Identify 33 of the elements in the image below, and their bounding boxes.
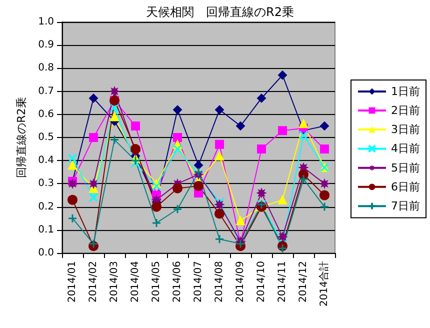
x-tick-label: 2014/08	[214, 261, 225, 303]
x-tick-label: 2014/10	[256, 261, 267, 303]
x-tick-label: 2014/06	[172, 261, 183, 303]
y-tick-label: 0.1	[38, 224, 54, 236]
y-tick-label: 0.8	[38, 62, 54, 74]
y-tick-label: 1.0	[38, 16, 54, 28]
legend-label: 3日前	[391, 123, 420, 136]
x-tick-label: 2014/04	[130, 261, 141, 303]
legend-label: 2日前	[391, 104, 420, 117]
x-tick-label: 2014/03	[109, 261, 120, 303]
y-tick-label: 0.5	[38, 132, 54, 143]
x-tick-label: 2014/12	[298, 261, 309, 303]
x-tick-label: 2014/02	[88, 261, 99, 303]
legend-label: 5日前	[391, 161, 420, 174]
y-tick-label: 0.7	[38, 86, 54, 97]
legend-label: 1日前	[391, 85, 420, 98]
x-tick-label: 2014/01	[67, 261, 78, 303]
y-tick-label: 0.9	[38, 40, 54, 51]
legend-label: 7日前	[391, 200, 420, 213]
x-tick-label: 2014/07	[193, 261, 204, 303]
y-axis-title: 回帰直線のR2乗	[15, 97, 28, 178]
x-tick-label: 2014/09	[235, 261, 246, 303]
y-tick-label: 0.4	[38, 155, 54, 166]
y-tick-label: 0.3	[38, 178, 54, 190]
x-tick-label: 2014/11	[277, 261, 288, 303]
x-tick-label: 2014/05	[151, 261, 162, 303]
x-tick-label: 2014合計	[318, 261, 330, 306]
y-tick-label: 0.6	[38, 108, 54, 120]
y-tick-label: 0.2	[38, 201, 54, 212]
legend-label: 6日前	[391, 180, 420, 194]
chart-title: 天候相関 回帰直線のR2乗	[146, 5, 294, 19]
y-tick-label: 0.0	[38, 248, 54, 258]
legend-label: 4日前	[391, 142, 420, 156]
